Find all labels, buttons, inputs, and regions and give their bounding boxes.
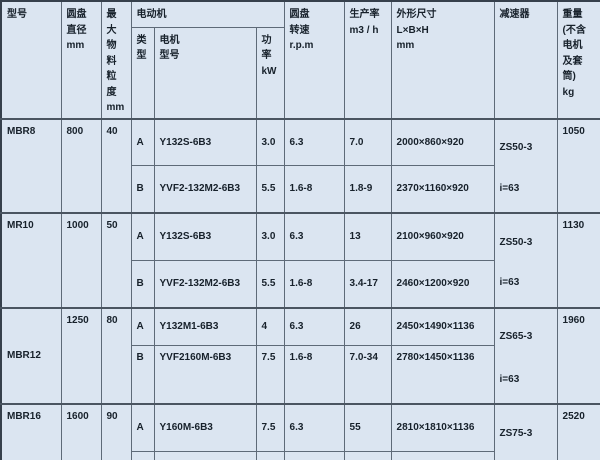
col-header-disc-diameter: 圆盘 直径 mm [60,0,102,119]
cell-motor-type: A [130,211,155,261]
header-row-2: 类 型 电机 型号 功率 kW [1,26,600,120]
reducer-model: ZS50-3 [499,236,533,248]
cell-production: 3.4-17 [343,259,392,309]
table-row: MBR12 1250 80 A Y132M1-6B3 4 6.3 26 2450… [0,306,600,405]
cell-max-particle: 90 [100,403,132,460]
header-row-1: 型号 圆盘 直径 mm 最大 物料 粒度 mm 电动机 圆盘 转速 r.p.m … [0,0,600,119]
cell-production: 26 [343,306,392,346]
reducer-model: ZS75-3 [499,427,533,439]
reducer-model: ZS50-3 [499,142,533,153]
col-header-max-particle: 最大 物料 粒度 mm [100,0,132,119]
cell-dimensions: 2810×1810×1136 [390,402,495,452]
cell-dimensions: 2000×860×920 [390,117,495,167]
col-header-weight: 重量 (不含 电机 及套 筒) kg [556,0,600,119]
reducer-model: ZS65-3 [499,331,533,342]
reducer-ratio: i=63 [499,373,520,385]
cell-production: 55 [343,402,392,452]
cell-motor-type: A [130,306,155,346]
cell-weight: 2520 [556,403,600,460]
col-header-dimensions: 外形尺寸 L×B×H mm [390,0,495,119]
cell-weight: 1130 [556,212,600,308]
cell-motor-model: YVF2-132M2-6B3 [153,259,257,309]
cell-max-particle: 40 [100,117,132,214]
cell-reducer: ZS65-3 i=63 [493,306,558,405]
cell-speed: 6.3 [283,117,345,167]
col-header-production-rate: 生产率 m3 / h [343,0,392,119]
cell-motor-type: B [130,344,155,405]
cell-model: MBR8 [0,117,62,214]
cell-dimensions: 2100×960×920 [390,211,495,261]
cell-speed: 1.6-8 [283,450,345,460]
reducer-ratio: i=63 [499,277,520,288]
cell-max-particle: 80 [100,306,132,405]
cell-motor-model: YVF2-132M2-6B3 [153,165,257,214]
cell-motor-model: YVF2160M-6B3 [153,344,257,405]
cell-disc-diameter: 1600 [60,403,102,460]
cell-power: 7.5 [255,344,285,405]
reducer-ratio: i=63 [499,182,520,194]
cell-speed: 1.6-8 [283,165,345,214]
cell-weight: 1960 [556,306,600,405]
table-row: MBR8 800 40 A Y132S-6B3 3.0 6.3 7.0 2000… [0,117,600,214]
cell-power: 5.5 [255,165,285,214]
cell-power: 7.5 [255,402,285,452]
table-header: 型号 圆盘 直径 mm 最大 物料 粒度 mm 电动机 圆盘 转速 r.p.m … [0,0,600,120]
col-header-power: 功率 kW [255,26,285,120]
col-header-motor-group: 电动机 [130,0,285,28]
cell-production: 7.0 [343,117,392,167]
cell-model: MR10 [0,212,62,308]
cell-reducer: ZS75-3 i=63 [493,403,558,460]
cell-power: 5.5 [255,259,285,309]
cell-production: 13 [343,211,392,261]
cell-production: 1.8-9 [343,165,392,214]
cell-disc-diameter: 1000 [60,212,102,308]
col-header-model: 型号 [0,0,62,119]
cell-speed: 1.6-8 [283,259,345,309]
cell-motor-type: B [130,259,155,309]
table-row: MBR16 1600 90 A Y160M-6B3 7.5 6.3 55 281… [0,402,600,460]
col-header-disc-speed: 圆盘 转速 r.p.m [283,0,345,119]
cell-motor-model: YVF2-160L-6B3 [153,450,257,460]
table-row: B YVF2-160L-6B3 11 1.6-8 14-70 3210×1780… [1,450,600,460]
cell-motor-model: Y160M-6B3 [153,402,257,452]
cell-power: 3.0 [255,211,285,261]
cell-production: 7.0-34 [343,344,392,405]
cell-motor-type: A [130,402,155,452]
cell-power: 4 [255,306,285,346]
cell-dimensions: 2460×1200×920 [390,259,495,309]
cell-speed: 6.3 [283,211,345,261]
cell-power: 11 [255,450,285,460]
cell-speed: 1.6-8 [283,344,345,405]
cell-production: 14-70 [343,450,392,460]
cell-dimensions: 2780×1450×1136 [390,344,495,405]
cell-reducer: ZS50-3 i=63 [493,117,558,214]
col-header-motor-model: 电机 型号 [153,26,257,120]
cell-motor-type: B [130,450,155,460]
table-row: MR10 1000 50 A Y132S-6B3 3.0 6.3 13 2100… [0,211,600,308]
cell-motor-model: Y132S-6B3 [153,211,257,261]
cell-model: MBR12 [0,306,62,405]
cell-speed: 6.3 [283,402,345,452]
col-header-motor-type: 类 型 [130,26,155,120]
cell-dimensions: 2370×1160×920 [390,165,495,214]
cell-motor-type: B [130,165,155,214]
cell-disc-diameter: 800 [60,117,102,214]
cell-speed: 6.3 [283,306,345,346]
cell-motor-type: A [130,117,155,167]
col-header-reducer: 减速器 [493,0,558,119]
cell-reducer: ZS50-3 i=63 [493,212,558,308]
table-row: B YVF2-132M2-6B3 5.5 1.6-8 3.4-17 2460×1… [1,259,600,309]
cell-dimensions: 2450×1490×1136 [390,306,495,346]
cell-motor-model: Y132M1-6B3 [153,306,257,346]
cell-max-particle: 50 [100,212,132,308]
cell-power: 3.0 [255,117,285,167]
cell-disc-diameter: 1250 [60,306,102,405]
cell-motor-model: Y132S-6B3 [153,117,257,167]
cell-model: MBR16 [0,403,62,460]
cell-weight: 1050 [556,117,600,214]
